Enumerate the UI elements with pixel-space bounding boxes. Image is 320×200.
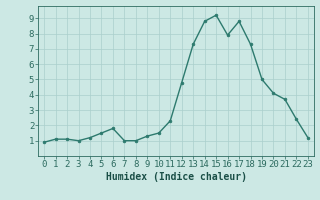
X-axis label: Humidex (Indice chaleur): Humidex (Indice chaleur) [106, 172, 246, 182]
